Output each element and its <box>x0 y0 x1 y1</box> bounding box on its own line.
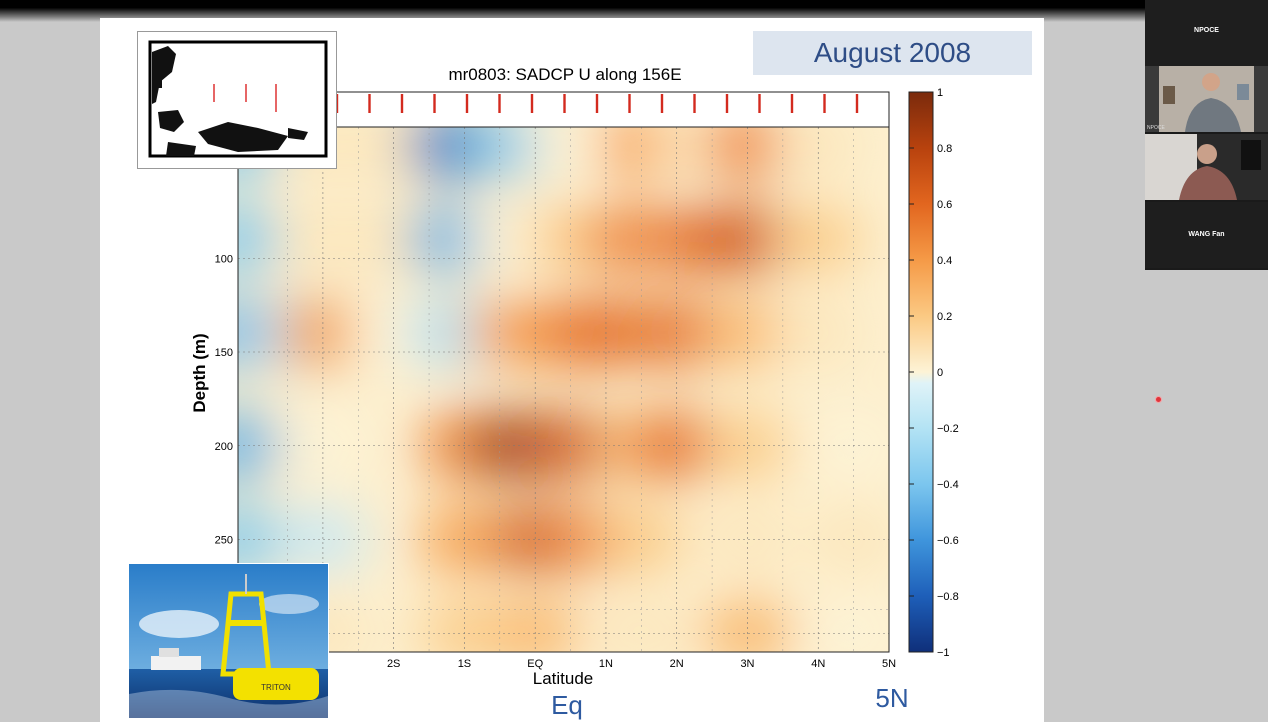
velocity-cell <box>701 411 794 480</box>
region-map-inset <box>137 31 337 169</box>
video-feed <box>1145 134 1268 200</box>
colorbar-tick-label: 0.6 <box>937 199 952 211</box>
velocity-cell <box>807 599 889 652</box>
participant-name: NPOCE <box>1194 27 1219 34</box>
velocity-cell <box>238 505 284 574</box>
participant-tile-video-2[interactable] <box>1145 134 1268 200</box>
slide-date-label: August 2008 <box>753 31 1032 75</box>
participant-tile-video-1[interactable]: NPOCE <box>1145 66 1268 132</box>
velocity-cell <box>276 205 369 274</box>
colorbar-tick-label: 0.2 <box>937 311 952 323</box>
caption-5n: 5N <box>875 683 909 713</box>
participant-tile-npoce[interactable]: NPOCE <box>1145 0 1268 66</box>
velocity-cell <box>595 505 688 574</box>
y-tick-label: 250 <box>215 535 233 547</box>
participants-panel[interactable]: NPOCE NPOCE WANG Fan <box>1145 0 1268 270</box>
colorbar-tick-label: 1 <box>937 87 943 99</box>
colorbar-tick-label: −0.2 <box>937 423 959 435</box>
velocity-cell <box>238 411 284 480</box>
velocity-cell <box>276 411 369 480</box>
x-tick-label: 3N <box>740 658 754 670</box>
x-tick-label: 4N <box>811 658 825 670</box>
y-tick-label: 200 <box>215 441 233 453</box>
participant-tag: NPOCE <box>1147 125 1165 131</box>
colorbar-tick-label: −0.4 <box>937 479 959 491</box>
colorbar-tick-label: 0.4 <box>937 255 952 267</box>
video-feed <box>1159 66 1254 132</box>
triton-buoy-photo: TRITON <box>128 563 329 719</box>
velocity-cell <box>701 599 794 652</box>
x-tick-label: 5N <box>882 658 896 670</box>
velocity-cell <box>630 411 723 480</box>
velocity-cell <box>276 505 369 574</box>
y-tick-label: 100 <box>215 253 233 265</box>
velocity-cell <box>701 205 794 274</box>
velocity-cell <box>701 505 794 574</box>
velocity-cell <box>524 127 617 180</box>
participant-tile-wang-fan[interactable]: WANG Fan <box>1145 202 1268 268</box>
svg-text:TRITON: TRITON <box>261 683 291 692</box>
colorbar-tick-label: 0 <box>937 367 943 379</box>
x-tick-label: 1N <box>599 658 613 670</box>
x-tick-label: 2N <box>670 658 684 670</box>
velocity-cell <box>581 205 674 274</box>
window-top-bar <box>0 0 1145 22</box>
colorbar-tick-label: −0.8 <box>937 591 959 603</box>
x-tick-label: 1S <box>458 658 471 670</box>
colorbar-tick-label: −0.6 <box>937 535 959 547</box>
station-strip <box>335 91 890 128</box>
x-tick-label: 2S <box>387 658 400 670</box>
velocity-cell <box>418 599 511 652</box>
x-tick-label: EQ <box>527 658 543 670</box>
velocity-cell <box>404 299 497 368</box>
velocity-cell <box>238 205 284 274</box>
plot-area <box>238 127 889 652</box>
x-axis-label: Latitude <box>532 669 594 688</box>
chart-title: mr0803: SADCP U along 156E <box>448 65 682 84</box>
colorbar-tick-label: −1 <box>937 647 950 659</box>
y-axis-label: Depth (m) <box>190 333 209 413</box>
velocity-cell <box>772 205 865 274</box>
velocity-cell <box>489 599 582 652</box>
participant-name: WANG Fan <box>1188 231 1225 238</box>
y-tick-label: 150 <box>215 347 233 359</box>
velocity-cell <box>404 205 497 274</box>
pointer-cursor <box>1156 397 1161 402</box>
colorbar-tick-label: 0.8 <box>937 143 952 155</box>
caption-eq: Eq <box>551 690 583 720</box>
